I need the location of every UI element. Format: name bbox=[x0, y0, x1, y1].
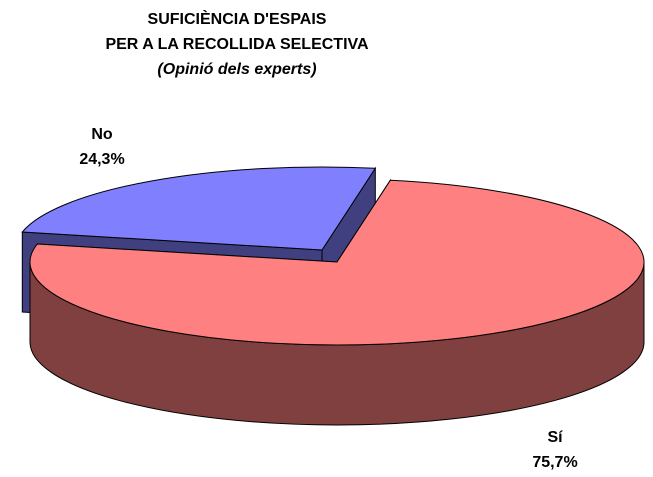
slice-label: No bbox=[91, 126, 113, 143]
value-label: 75,7% bbox=[532, 454, 577, 471]
chart-title: SUFICIÈNCIA D'ESPAIS bbox=[148, 9, 327, 28]
slice bbox=[29, 179, 645, 346]
slice-label: Sí bbox=[547, 429, 563, 446]
slice bbox=[21, 166, 377, 251]
chart-title: PER A LA RECOLLIDA SELECTIVA bbox=[105, 36, 369, 53]
chart-subtitle: (Opinió dels experts) bbox=[157, 61, 316, 78]
value-label: 24,3% bbox=[79, 151, 124, 168]
